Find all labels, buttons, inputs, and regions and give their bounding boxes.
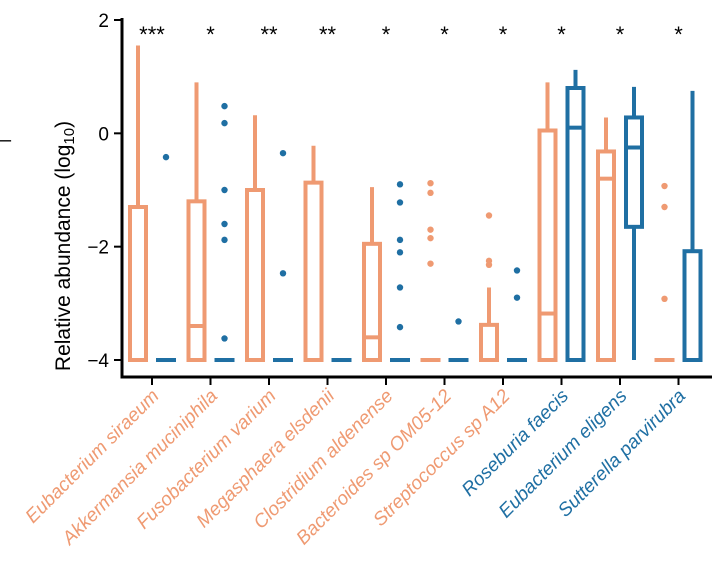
- box-group-b-outlier: [396, 236, 404, 244]
- box-group-b-outlier: [396, 284, 404, 291]
- box-group-a-outlier: [427, 180, 434, 187]
- significance-label: *: [674, 22, 683, 47]
- y-tick-label: 2: [98, 11, 109, 32]
- y-tick-label: −2: [87, 238, 109, 259]
- significance-label: *: [206, 22, 215, 47]
- box-group-b-outlier: [221, 335, 228, 342]
- plot-area: −4−202***Eubacterium siraeum*Akkermansia…: [22, 11, 712, 550]
- y-axis-label-sub: 10: [61, 128, 78, 145]
- box-group-b-outlier: [396, 323, 404, 331]
- box-group-b-box: [682, 249, 703, 362]
- box-group-b-outlier: [221, 119, 228, 127]
- box-group-b-outlier: [513, 267, 521, 274]
- y-axis-label-close: ): [52, 121, 75, 128]
- y-axis-label: Relative abundance (log10): [52, 121, 78, 371]
- box-group-b-outlier: [221, 220, 228, 228]
- box-group-a-box: [596, 149, 616, 362]
- box-group-a-outlier: [485, 212, 493, 219]
- box-group-a-outlier: [661, 203, 668, 211]
- box-group-a-box: [362, 241, 382, 362]
- box-group-b-outlier: [221, 236, 228, 244]
- box-group-a-outlier: [427, 189, 434, 197]
- significance-label: **: [260, 22, 278, 47]
- box-group-b-box: [565, 86, 586, 362]
- significance-label: *: [616, 22, 625, 47]
- box-group-a-box: [537, 128, 558, 362]
- box-group-a-box: [479, 322, 499, 363]
- box-group-b-outlier: [455, 318, 462, 325]
- box-group-a-outlier: [427, 234, 434, 242]
- box-group-a-outlier: [485, 261, 493, 268]
- box-group-a-outlier: [427, 226, 434, 233]
- box-group-b-outlier: [279, 270, 287, 277]
- box-group-a-outlier: [661, 182, 668, 190]
- side-mark: –: [0, 129, 12, 151]
- category-label: Roseburia faecis: [458, 385, 573, 500]
- box-group-b-outlier: [513, 294, 521, 301]
- significance-label: **: [319, 22, 337, 47]
- significance-label: *: [382, 22, 391, 47]
- box-group-a-box: [186, 199, 207, 362]
- y-axis-label-main: Relative abundance (log: [52, 145, 75, 372]
- box-group-b-outlier: [279, 149, 287, 157]
- box-group-b-outlier: [396, 249, 404, 256]
- y-tick-label: −4: [87, 351, 109, 372]
- box-group-a-box: [128, 205, 148, 362]
- box-group-b-outlier: [396, 199, 404, 206]
- box-group-b-box: [624, 115, 644, 229]
- y-tick-label: 0: [98, 124, 109, 145]
- box-group-b-outlier: [162, 153, 170, 161]
- box-group-a-box: [303, 180, 324, 362]
- significance-label: *: [440, 22, 449, 47]
- box-group-a-outlier: [661, 295, 668, 302]
- significance-label: *: [499, 22, 508, 47]
- box-group-a-outlier: [427, 260, 434, 267]
- significance-label: ***: [139, 22, 165, 47]
- box-group-b-outlier: [221, 186, 228, 194]
- box-group-b-outlier: [221, 102, 228, 110]
- significance-label: *: [557, 22, 566, 47]
- box-group-a-box: [245, 188, 265, 362]
- box-group-b-outlier: [396, 181, 404, 188]
